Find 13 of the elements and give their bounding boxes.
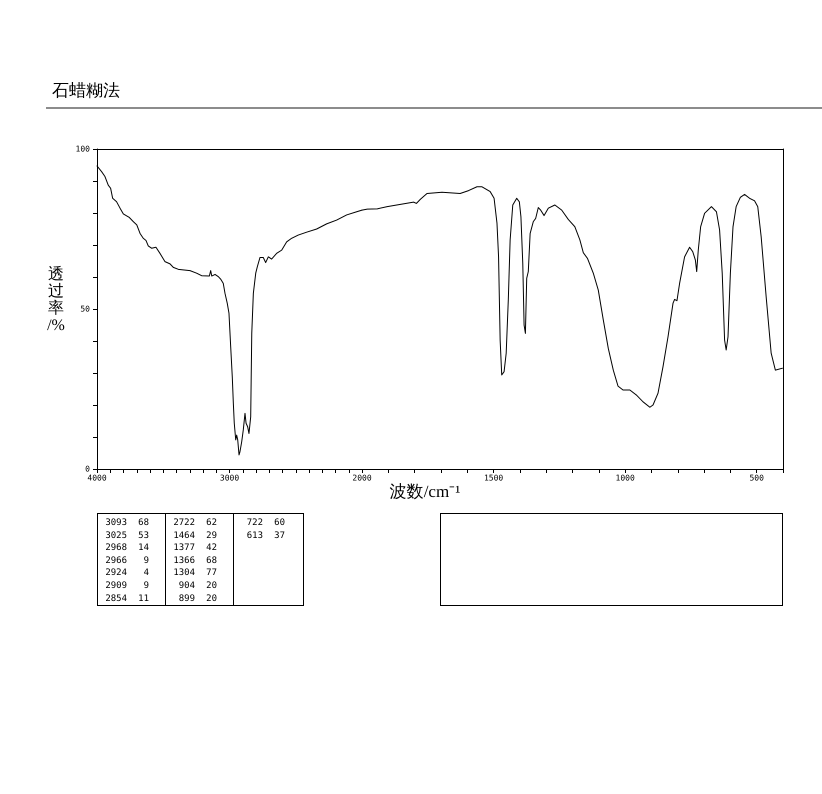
- peak-table: 3093 68 3025 53 2968 14 2966 9 2924 4 2909 9 2854 11 2722 62 1464 29 1377 42 1366 68 1304 77 904 20 899 20 722 60 613 37: [97, 513, 304, 606]
- y-tick-label: 100: [76, 144, 90, 154]
- x-tick-label: 4000: [87, 474, 107, 482]
- x-tick-label: 1000: [615, 474, 635, 482]
- y-tick-label: 0: [85, 464, 90, 474]
- chart-title: 石蜡糊法: [52, 81, 120, 100]
- x-tick-label: 2000: [352, 474, 372, 482]
- y-tick-label: 50: [80, 304, 90, 314]
- x-tick-label: 3000: [220, 474, 240, 482]
- x-tick-label: 1500: [484, 474, 504, 482]
- x-tick-label: 500: [749, 474, 764, 482]
- x-axis-title: 波数/cm⁻¹: [388, 482, 462, 502]
- y-axis-title: 透过率/%: [47, 266, 65, 334]
